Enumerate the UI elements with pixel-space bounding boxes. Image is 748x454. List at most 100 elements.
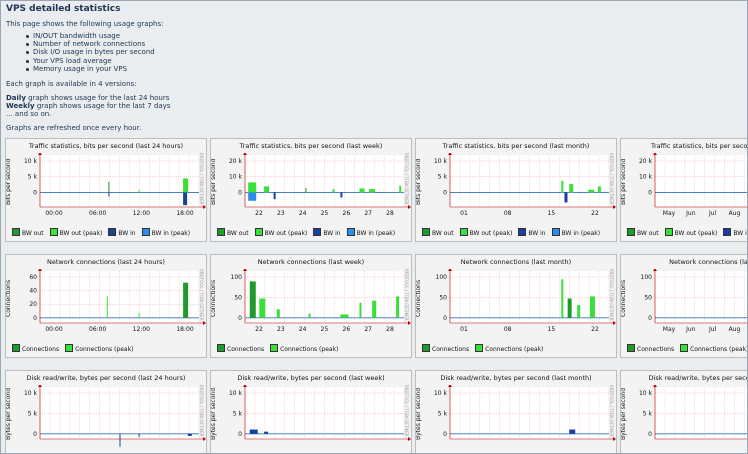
weekly-label: Weekly [6, 102, 35, 110]
legend-item: Connections (peak) [65, 344, 134, 353]
legend-item: BW in (peak) [346, 228, 395, 237]
series-spike [106, 296, 108, 318]
and-so-on-text: ... and so on. [6, 110, 52, 118]
graph-legend: Connections Connections (peak) [422, 344, 549, 353]
legend-swatch [518, 228, 527, 236]
legend-swatch [422, 344, 430, 352]
list-item: Your VPS load average [25, 57, 155, 65]
x-tick-label: Jul [708, 326, 717, 333]
graph-plot: 100 50 0 01 08 15 22 [436, 269, 616, 333]
list-item: Memory usage in your VPS [25, 65, 155, 73]
x-tick-label: 27 [364, 210, 372, 217]
rrdtool-watermark: RRDTOOL / TOBI OETIKER [199, 385, 204, 437]
series-spike [308, 313, 311, 318]
y-tick-label: 10 k [434, 390, 448, 397]
series-spike [340, 314, 349, 318]
y-axis-label: Bits per second [5, 158, 12, 206]
legend-label: Connections [227, 346, 265, 353]
rrdtool-watermark: RRDTOOL / TOBI OETIKER [404, 153, 409, 205]
graph-network-connections-last-month: Network connections (last month) Connecti… [415, 254, 617, 358]
x-tick-label: 23 [277, 326, 285, 333]
y-axis-label: Bytes per second [415, 387, 422, 441]
x-tick-label: 28 [386, 210, 394, 217]
graph-title: Disk read/write, bytes per second (last … [440, 374, 592, 382]
y-axis-label: Bytes per second [5, 387, 12, 441]
series-spike [264, 186, 270, 193]
legend-item: Connections [627, 344, 674, 353]
series-spike [108, 192, 110, 197]
series-spike [359, 302, 362, 318]
y-tick-label: 100 [641, 274, 653, 281]
graph-title: Disk read/write, bytes per second (last … [237, 374, 385, 382]
graph-traffic-statistics-bits-per-second-last-24-hours: Traffic statistics, bits per second (las… [5, 138, 207, 242]
y-tick-label: 20 k [639, 158, 653, 165]
refresh-note: Graphs are refreshed once every hour. [6, 124, 142, 132]
graph-disk-read-write-bytes-per-second-last-week: Disk read/write, bytes per second (last … [210, 370, 412, 453]
y-tick-label: 50 [644, 294, 652, 301]
intro-text: This page shows the following usage grap… [6, 20, 164, 28]
legend-swatch [313, 228, 322, 236]
rrdtool-watermark: RRDTOOL / TOBI OETIKER [199, 269, 204, 321]
y-tick-label: 0 [33, 315, 37, 322]
legend-swatch [49, 228, 58, 236]
y-axis-label: Connections [5, 279, 12, 317]
graph-plot: 10 k 5 k 0 [639, 385, 747, 440]
y-tick-label: 0 [238, 431, 242, 438]
series-spike [259, 298, 266, 318]
graph-disk-read-write-bytes-per-second-last-24-hours: Disk read/write, bytes per second (last … [5, 370, 207, 453]
x-tick-label: Jul [708, 210, 717, 217]
y-tick-label: 20 [29, 301, 37, 308]
legend-swatch [551, 228, 560, 236]
x-tick-label: 12:00 [133, 210, 150, 217]
y-tick-label: 5 k [233, 410, 243, 417]
x-tick-label: 25 [321, 326, 329, 333]
graph-plot: 10 k 5 k 0 01 08 15 22 [434, 153, 616, 217]
graph-plot: 10 k 5 k 0 [434, 385, 616, 441]
series-spike [340, 192, 343, 198]
series-spike [569, 429, 576, 434]
series-spike [372, 300, 377, 318]
graph-plot: 100500MayJunJulAugSepOctNov [641, 269, 747, 333]
y-tick-label: 10 k [229, 174, 243, 181]
series-spike [567, 298, 572, 318]
graph-title: Traffic statistics, bits per second (las… [239, 142, 383, 150]
y-axis-label: Bytes per second [620, 387, 627, 441]
series-spike [187, 433, 192, 436]
x-tick-label: 24 [299, 210, 307, 217]
x-tick-label: 15 [548, 326, 556, 333]
legend-label: Connections (peak) [280, 346, 339, 353]
graph-plot: 20 k 10 k 0 22 23 24 25 26 27 28 [229, 153, 411, 217]
x-tick-label: 28 [386, 326, 394, 333]
legend-swatch [459, 228, 468, 236]
x-tick-label: 06:00 [89, 210, 106, 217]
legend-item: Connections (peak) [270, 344, 339, 353]
x-tick-label: 01 [460, 210, 468, 217]
legend-item: BW out (peak) [459, 228, 513, 237]
graph-title: Network connections (last month) [460, 258, 572, 266]
legend-label: BW out (peak) [59, 230, 103, 237]
legend-swatch [346, 228, 355, 236]
series-spike [332, 189, 335, 193]
graph-title: Network connections (last 24 hours) [47, 258, 165, 266]
legend-label: BW in (peak) [151, 230, 191, 237]
legend-label: Connections (peak) [75, 346, 134, 353]
legend-item: BW in [108, 228, 136, 237]
series-spike [248, 192, 257, 201]
legend-swatch [141, 228, 150, 236]
y-tick-label: 10 k [639, 390, 653, 397]
graph-title: Network connections (last year) [669, 258, 748, 266]
legend-swatch [217, 344, 225, 352]
graph-network-connections-last-week: Network connections (last week) Connectio… [210, 254, 412, 358]
graph-traffic-statistics-bits-per-second-last-year: Traffic statistics, bits per second (las… [620, 138, 747, 242]
legend-swatch [65, 344, 74, 352]
y-tick-label: 5 k [28, 174, 38, 181]
series-spike [561, 180, 564, 193]
graph-plot: 60 40 20 0 00:00 06:00 12:00 18:00 [29, 269, 206, 333]
legend-item: BW in (peak) [141, 228, 191, 237]
legend-label: BW out (peak) [469, 230, 513, 237]
series-spike [359, 188, 365, 193]
y-tick-label: 10 k [229, 390, 243, 397]
